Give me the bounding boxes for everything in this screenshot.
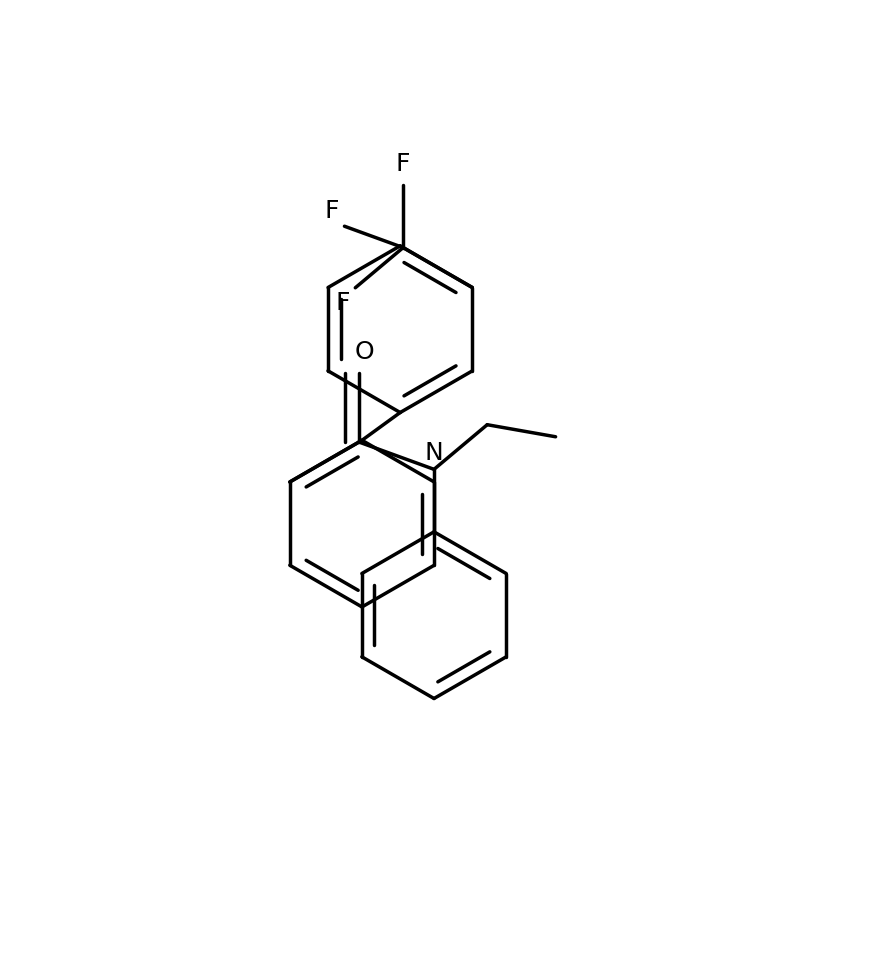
Text: F: F [396,152,410,176]
Text: F: F [335,292,349,315]
Text: F: F [324,199,339,222]
Text: O: O [355,339,375,364]
Text: N: N [425,441,444,465]
